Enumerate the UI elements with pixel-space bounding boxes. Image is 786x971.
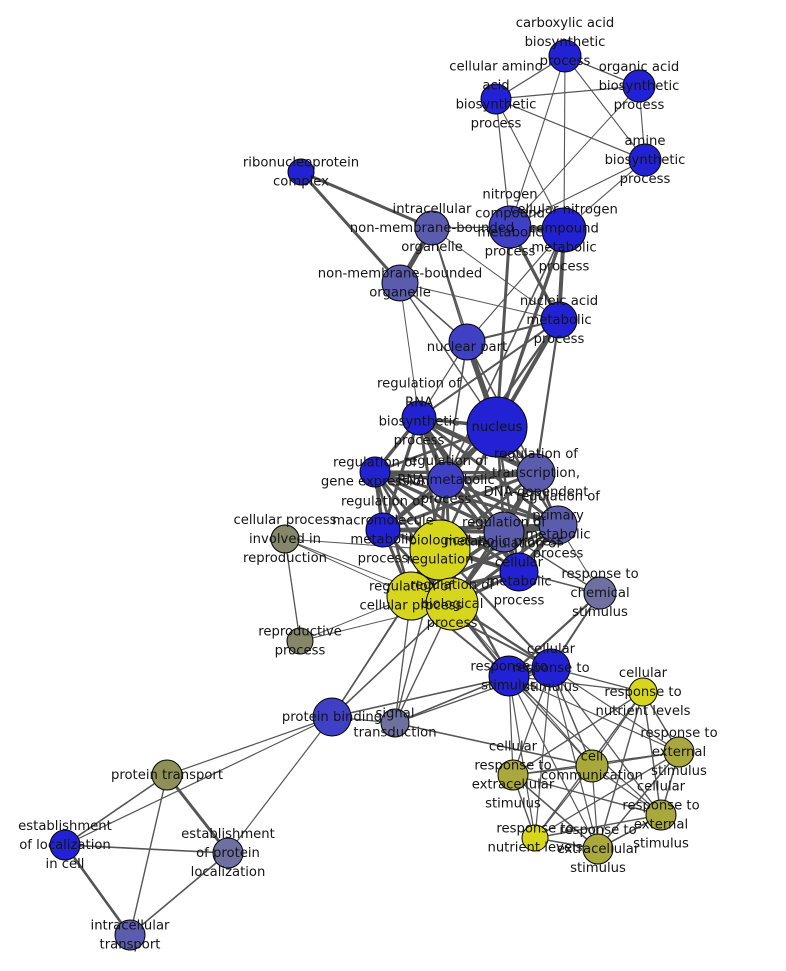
graph-node[interactable] bbox=[448, 323, 486, 361]
graph-node[interactable] bbox=[365, 512, 401, 548]
graph-edge bbox=[381, 523, 560, 532]
graph-node[interactable] bbox=[531, 648, 571, 688]
graph-node[interactable] bbox=[151, 759, 183, 791]
graph-node[interactable] bbox=[540, 301, 578, 339]
graph-edge bbox=[534, 667, 552, 839]
graph-node[interactable] bbox=[212, 837, 244, 869]
graph-node[interactable] bbox=[645, 799, 677, 831]
graph-edge bbox=[431, 227, 560, 321]
graph-edge bbox=[507, 591, 602, 678]
graph-edge bbox=[495, 228, 566, 429]
graph-node[interactable] bbox=[380, 708, 410, 738]
graph-edge bbox=[642, 691, 662, 816]
graph-node[interactable] bbox=[497, 759, 529, 791]
graph-edge bbox=[509, 55, 566, 228]
graph-edge bbox=[394, 722, 593, 767]
graph-node[interactable] bbox=[488, 205, 532, 249]
graph-edge bbox=[63, 843, 132, 937]
graph-node[interactable] bbox=[622, 69, 656, 103]
graph-edge bbox=[512, 774, 599, 850]
graph-node[interactable] bbox=[480, 83, 512, 115]
graph-edge bbox=[331, 603, 453, 718]
graph-edge bbox=[444, 478, 560, 527]
graph-edge bbox=[495, 98, 565, 231]
graph-edge bbox=[166, 716, 333, 776]
graph-node[interactable] bbox=[628, 677, 658, 707]
graph-node[interactable] bbox=[425, 577, 479, 631]
graph-node[interactable] bbox=[466, 396, 528, 458]
graph-edge bbox=[129, 852, 229, 936]
graph-node[interactable] bbox=[548, 39, 582, 73]
graph-edge bbox=[508, 675, 599, 850]
graph-edge bbox=[509, 85, 640, 228]
graph-edge bbox=[399, 282, 560, 321]
graph-edge bbox=[381, 471, 538, 532]
graph-edge bbox=[373, 470, 560, 527]
edge-layer bbox=[63, 55, 680, 937]
graph-edge bbox=[512, 691, 644, 776]
graph-node[interactable] bbox=[359, 456, 391, 488]
graph-edge bbox=[597, 751, 680, 850]
graph-edge bbox=[64, 844, 229, 854]
graph-edge bbox=[227, 716, 333, 854]
graph-node[interactable] bbox=[541, 207, 587, 253]
graph-node[interactable] bbox=[488, 655, 530, 697]
graph-node[interactable] bbox=[628, 143, 662, 177]
graph-node[interactable] bbox=[270, 524, 300, 554]
graph-edge bbox=[508, 675, 662, 816]
graph-node[interactable] bbox=[582, 833, 614, 865]
graph-edge bbox=[597, 691, 644, 850]
graph-node[interactable] bbox=[427, 461, 465, 499]
graph-node[interactable] bbox=[538, 505, 578, 545]
graph-edge bbox=[512, 774, 662, 816]
graph-node[interactable] bbox=[409, 519, 471, 581]
graph-edge bbox=[508, 675, 536, 839]
graph-edge bbox=[399, 282, 420, 419]
graph-edge bbox=[563, 55, 566, 231]
graph-node[interactable] bbox=[287, 158, 315, 186]
graph-edge bbox=[534, 751, 680, 839]
graph-node[interactable] bbox=[575, 749, 609, 783]
graph-edge bbox=[64, 716, 333, 846]
graph-node[interactable] bbox=[516, 453, 556, 493]
graph-edge bbox=[373, 470, 506, 534]
graph-node[interactable] bbox=[499, 552, 539, 592]
graph-edge bbox=[299, 170, 434, 230]
graph-edge bbox=[284, 538, 301, 642]
graph-edge bbox=[564, 55, 646, 161]
graph-node[interactable] bbox=[312, 697, 352, 737]
graph-edge bbox=[466, 229, 565, 343]
graph-node[interactable] bbox=[286, 627, 314, 655]
graph-node[interactable] bbox=[401, 400, 437, 436]
graph-node[interactable] bbox=[381, 264, 419, 302]
graph-edge bbox=[129, 774, 168, 936]
graph-edge bbox=[495, 85, 640, 100]
graph-node[interactable] bbox=[114, 919, 146, 951]
graph-edge bbox=[550, 667, 599, 850]
graph-edge bbox=[64, 774, 168, 846]
graph-node[interactable] bbox=[663, 736, 695, 768]
graph-edge bbox=[495, 98, 646, 161]
graph-edge bbox=[165, 773, 230, 855]
graph-edge bbox=[299, 170, 402, 285]
graph-node[interactable] bbox=[483, 511, 525, 553]
graph-node[interactable] bbox=[414, 210, 450, 246]
graph-edge bbox=[508, 675, 680, 753]
graph-edge bbox=[394, 675, 510, 724]
node-layer bbox=[49, 39, 695, 951]
graph-edge bbox=[418, 319, 560, 419]
graph-edge bbox=[509, 159, 646, 228]
graph-edge bbox=[534, 814, 662, 839]
graph-edge bbox=[495, 225, 512, 429]
graph-node[interactable] bbox=[521, 824, 549, 852]
graph-node[interactable] bbox=[49, 829, 81, 861]
graph-node[interactable] bbox=[583, 576, 617, 610]
graph-edge bbox=[534, 318, 561, 475]
